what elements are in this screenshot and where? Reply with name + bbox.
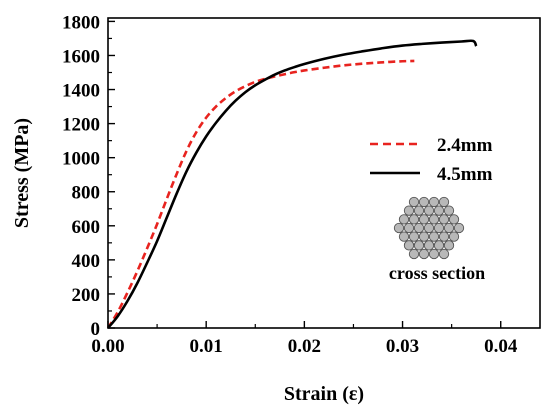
strand-wire <box>408 248 420 260</box>
strand-wire <box>393 222 405 234</box>
strand-wire <box>428 196 440 208</box>
legend-label-4-5mm: 4.5mm <box>437 164 493 185</box>
strand-wire <box>438 214 450 225</box>
strand-wire <box>403 222 415 234</box>
x-tick-label: 0.03 <box>386 336 419 357</box>
strand-wire <box>418 231 430 242</box>
y-tick-label: 1000 <box>62 149 100 170</box>
series-layer <box>106 39 478 329</box>
strand-wire <box>448 214 460 225</box>
strand-wire <box>438 196 450 208</box>
strand-wire <box>413 240 425 251</box>
strand-wire <box>398 214 410 225</box>
x-tick-label: 0.00 <box>91 336 124 357</box>
wire-rope-cross-section-icon <box>393 196 465 260</box>
x-tick-label: 0.02 <box>288 336 321 357</box>
strand-wire <box>423 240 435 251</box>
y-tick-label: 0 <box>91 319 101 340</box>
strand-wire <box>418 196 430 208</box>
plot-frame <box>107 17 541 329</box>
strand-wire <box>428 214 440 225</box>
strand-wire <box>438 231 450 242</box>
strand-wire <box>408 196 420 208</box>
strand-wire <box>428 248 440 260</box>
strand-wire <box>423 205 435 216</box>
strand-wire <box>408 231 420 242</box>
strand-wire <box>433 222 445 234</box>
y-axis-title: Stress (MPa) <box>11 118 33 228</box>
y-tick-label: 1600 <box>62 46 100 67</box>
x-axis-title: Strain (ε) <box>284 383 364 405</box>
strand-wire <box>413 222 425 234</box>
strand-wire <box>443 240 455 251</box>
tick-labels: 0.00 0.01 0.02 0.03 0.04 0 200 400 600 800 1000 120… <box>62 12 518 357</box>
strand-wire <box>438 248 450 260</box>
series-line-4-5mm <box>106 39 478 329</box>
y-tick-label: 800 <box>72 183 101 204</box>
cross-section-label: cross section <box>389 263 485 283</box>
strand-wire <box>398 231 410 242</box>
strand-wire <box>418 214 430 225</box>
strand-wire <box>453 222 465 234</box>
legend: 2.4mm 4.5mm <box>370 135 493 185</box>
strand-wire <box>443 222 455 234</box>
strand-wire <box>443 205 455 216</box>
strand-wire <box>433 240 445 251</box>
y-tick-label: 1200 <box>62 115 100 136</box>
y-tick-label: 1400 <box>62 81 100 102</box>
x-tick-label: 0.01 <box>190 336 223 357</box>
y-tick-label: 400 <box>72 251 101 272</box>
y-tick-label: 1800 <box>62 12 100 33</box>
strand-wire <box>418 248 430 260</box>
strand-wire <box>408 214 420 225</box>
strand-wire <box>423 222 435 234</box>
y-tick-label: 200 <box>72 285 101 306</box>
series-line-2-4mm <box>106 59 415 329</box>
strand-wire <box>433 205 445 216</box>
y-tick-label: 600 <box>72 217 101 238</box>
strand-wire <box>403 205 415 216</box>
strand-wire <box>413 205 425 216</box>
legend-label-2-4mm: 2.4mm <box>437 135 493 156</box>
strand-wire <box>428 231 440 242</box>
strand-wire <box>448 231 460 242</box>
strand-wire <box>403 240 415 251</box>
x-tick-label: 0.04 <box>484 336 518 357</box>
